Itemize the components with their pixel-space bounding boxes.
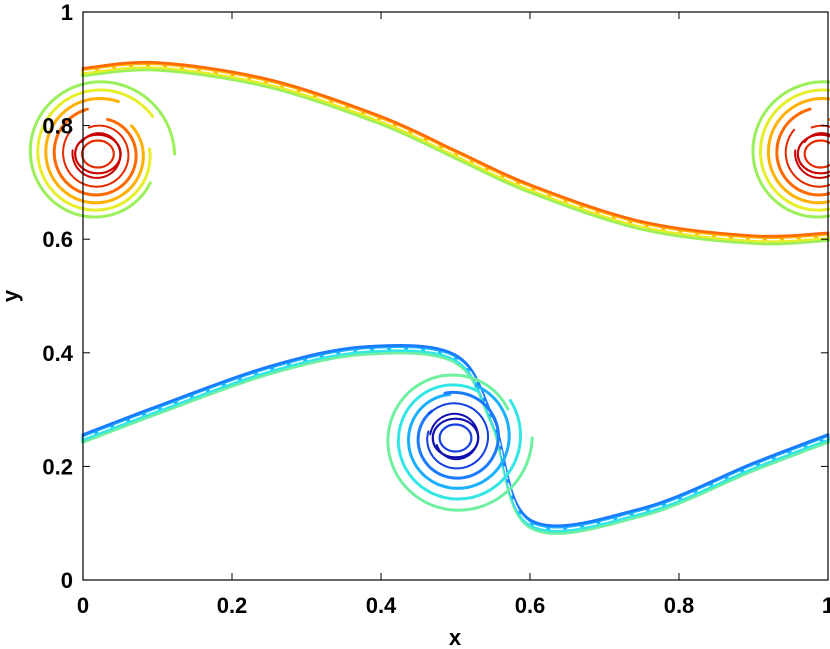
lower-vortex-layer-core-0-level-4	[426, 402, 490, 470]
x-tick-labels: 0 0.2 0.4 0.6 0.8 1	[77, 593, 830, 618]
upper-vortex-layer-sheet-gap	[82, 64, 829, 241]
y-tick-label-0: 0	[61, 568, 73, 593]
y-tick-label-3: 0.6	[42, 227, 73, 252]
upper-vortex-layer-core-0-level-2	[44, 97, 145, 205]
y-tick-label-4: 0.8	[42, 114, 73, 139]
upper-vortex-layer-core-0-level-3	[52, 107, 138, 197]
y-axis-label: y	[0, 289, 23, 302]
upper-vortex-layer-core-1-ring-1	[803, 139, 830, 169]
lower-vortex-layer-core-0-level-2	[407, 384, 511, 490]
x-tick-label-2: 0.4	[366, 593, 397, 618]
lower-vortex-layer-core-0-level-1	[396, 383, 522, 501]
x-tick-label-0: 0	[77, 593, 89, 618]
upper-vortex-layer-core-0-level-1	[36, 88, 155, 212]
upper-vortex-layer-sheet-level-3	[81, 60, 830, 238]
upper-vortex-layer-core-1-level-5	[794, 132, 830, 179]
x-tick-label-4: 0.8	[664, 593, 695, 618]
x-tick-label-5: 1	[822, 593, 830, 618]
lower-vortex-layer-core-0-ring-1	[438, 423, 473, 453]
upper-vortex-layer-core-0-level-0	[28, 80, 177, 219]
y-tick-label-2: 0.4	[42, 341, 73, 366]
axis-ticks	[82, 11, 829, 581]
plot-frame	[82, 11, 829, 581]
x-axis-label: x	[449, 625, 462, 649]
lower-vortex-layer-core-0-ring-0	[431, 417, 480, 459]
upper-vortex-layer-core-1-level-1	[759, 88, 830, 212]
upper-vortex-layer-sheet-level-1	[81, 64, 830, 243]
x-tick-label-3: 0.6	[515, 593, 546, 618]
upper-vortex-layer-core-1-ring-0	[796, 133, 830, 175]
upper-vortex-layer-core-1-level-4	[784, 124, 830, 188]
upper-vortex-layer-core-1-level-3	[775, 107, 830, 197]
upper-vortex-layer-core-1-level-2	[766, 97, 830, 205]
upper-vortex-layer-sheet-level-0	[80, 66, 830, 246]
lower-vortex-layer-sheet-level-3	[81, 343, 830, 528]
x-tick-label-1: 0.2	[217, 593, 248, 618]
upper-vortex-layer-core-0	[28, 80, 177, 219]
y-tick-label-5: 1	[61, 0, 73, 25]
lower-vortex-layer-sheet-gap	[82, 348, 829, 530]
plot-background	[83, 12, 828, 580]
upper-vortex-layer	[28, 60, 830, 246]
y-tick-label-1: 0.2	[42, 454, 73, 479]
upper-vortex-layer-core-0-ring-1	[80, 139, 115, 169]
upper-vortex-layer-core-1-level-0	[751, 80, 830, 219]
upper-vortex-layer-core-0-ring-0	[74, 133, 122, 175]
contour-lines	[28, 60, 830, 535]
upper-vortex-layer-core-0-level-4	[62, 124, 130, 188]
y-tick-labels: 0 0.2 0.4 0.6 0.8 1	[42, 0, 73, 593]
upper-vortex-layer-core-1	[751, 80, 830, 219]
lower-vortex-layer-core-0-level-3	[416, 390, 500, 480]
lower-vortex-layer	[80, 343, 830, 535]
lower-vortex-layer-core-0	[386, 373, 534, 512]
upper-vortex-layer-sheet-level-2	[81, 62, 830, 241]
lower-vortex-layer-core-0-level-0	[386, 373, 534, 512]
